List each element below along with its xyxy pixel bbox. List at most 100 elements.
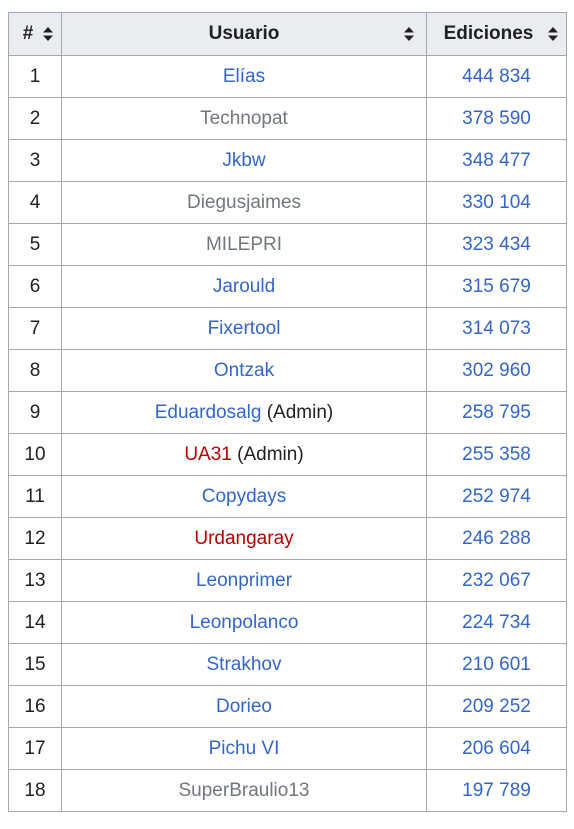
user-cell: Ontzak [61,349,427,392]
edits-count-link[interactable]: 224 734 [462,611,531,633]
rank-cell: 9 [8,391,62,434]
table-row: 1 Elías 444 834 [8,55,567,98]
edits-count-link[interactable]: 232 067 [462,569,531,591]
edits-count-link[interactable]: 323 434 [462,233,531,255]
user-link[interactable]: Jkbw [222,149,266,171]
user-link[interactable]: Strakhov [206,653,282,675]
edits-cell: 444 834 [426,55,567,98]
user-cell: Urdangaray [61,517,427,560]
user-cell: Jkbw [61,139,427,182]
user-link[interactable]: MILEPRI [205,233,283,255]
edits-count-link[interactable]: 302 960 [462,359,531,381]
table-row: 10 UA31 (Admin) 255 358 [8,433,567,476]
edits-cell: 255 358 [426,433,567,476]
edits-cell: 209 252 [426,685,567,728]
user-cell: UA31 (Admin) [61,433,427,476]
user-cell: Fixertool [61,307,427,350]
edits-count-link[interactable]: 206 604 [462,737,531,759]
user-link[interactable]: Technopat [200,107,288,129]
edits-count-link[interactable]: 330 104 [462,191,531,213]
edits-count-link[interactable]: 209 252 [462,695,531,717]
table-row: 13 Leonprimer 232 067 [8,559,567,602]
edits-count-link[interactable]: 444 834 [462,65,531,87]
user-cell: Copydays [61,475,427,518]
edits-count-link[interactable]: 255 358 [462,443,531,465]
user-cell: Leonprimer [61,559,427,602]
column-header-rank-label: # [22,23,34,44]
column-header-edits-label: Ediciones [443,23,534,44]
user-cell: Elías [61,55,427,98]
user-role-note: (Admin) [231,443,304,465]
column-header-user-label: Usuario [208,23,280,44]
edits-cell: 330 104 [426,181,567,224]
table-row: 18 SuperBraulio13 197 789 [8,769,567,812]
user-link[interactable]: Copydays [201,485,287,507]
header-row: # Usuario Ediciones [8,12,567,56]
table-row: 7 Fixertool 314 073 [8,307,567,350]
user-link[interactable]: SuperBraulio13 [178,779,310,801]
rank-cell: 15 [8,643,62,686]
edits-cell: 323 434 [426,223,567,266]
edits-cell: 258 795 [426,391,567,434]
sort-icon[interactable] [404,27,414,41]
edits-cell: 210 601 [426,643,567,686]
ranking-table: # Usuario Ediciones [8,12,567,812]
user-link[interactable]: Dorieo [216,695,272,717]
rank-cell: 2 [8,97,62,140]
user-link[interactable]: Eduardosalg [154,401,262,423]
sort-icon[interactable] [548,27,558,41]
rank-cell: 8 [8,349,62,392]
table-row: 4 Diegusjaimes 330 104 [8,181,567,224]
rank-cell: 17 [8,727,62,770]
user-cell: Pichu VI [61,727,427,770]
user-link[interactable]: Jarould [212,275,276,297]
user-link[interactable]: Leonpolanco [189,611,299,633]
user-link[interactable]: Diegusjaimes [186,191,302,213]
rank-cell: 10 [8,433,62,476]
edits-cell: 252 974 [426,475,567,518]
edits-cell: 348 477 [426,139,567,182]
rank-cell: 1 [8,55,62,98]
user-link[interactable]: UA31 [184,443,232,465]
edits-count-link[interactable]: 210 601 [462,653,531,675]
column-header-rank[interactable]: # [8,12,62,56]
edits-cell: 302 960 [426,349,567,392]
edits-count-link[interactable]: 348 477 [462,149,531,171]
rank-cell: 5 [8,223,62,266]
rank-cell: 14 [8,601,62,644]
table-row: 14 Leonpolanco 224 734 [8,601,567,644]
rank-cell: 13 [8,559,62,602]
edits-count-link[interactable]: 378 590 [462,107,531,129]
edits-cell: 314 073 [426,307,567,350]
edits-cell: 246 288 [426,517,567,560]
rank-cell: 11 [8,475,62,518]
user-cell: Jarould [61,265,427,308]
edits-cell: 224 734 [426,601,567,644]
edits-count-link[interactable]: 314 073 [462,317,531,339]
rank-cell: 7 [8,307,62,350]
column-header-user[interactable]: Usuario [61,12,427,56]
edits-count-link[interactable]: 197 789 [462,779,531,801]
table-row: 12 Urdangaray 246 288 [8,517,567,560]
rank-cell: 16 [8,685,62,728]
user-cell: Technopat [61,97,427,140]
user-link[interactable]: Urdangaray [194,527,294,549]
table-row: 9 Eduardosalg (Admin) 258 795 [8,391,567,434]
edits-count-link[interactable]: 258 795 [462,401,531,423]
edits-count-link[interactable]: 315 679 [462,275,531,297]
edits-count-link[interactable]: 252 974 [462,485,531,507]
column-header-edits[interactable]: Ediciones [426,12,567,56]
table-row: 3 Jkbw 348 477 [8,139,567,182]
user-cell: Eduardosalg (Admin) [61,391,427,434]
edits-count-link[interactable]: 246 288 [462,527,531,549]
user-cell: Strakhov [61,643,427,686]
user-link[interactable]: Ontzak [213,359,275,381]
user-link[interactable]: Fixertool [207,317,281,339]
user-cell: Leonpolanco [61,601,427,644]
user-link[interactable]: Pichu VI [208,737,280,759]
table-row: 17 Pichu VI 206 604 [8,727,567,770]
user-link[interactable]: Leonprimer [195,569,293,591]
sort-icon[interactable] [43,27,53,41]
user-link[interactable]: Elías [222,65,266,87]
user-cell: Dorieo [61,685,427,728]
